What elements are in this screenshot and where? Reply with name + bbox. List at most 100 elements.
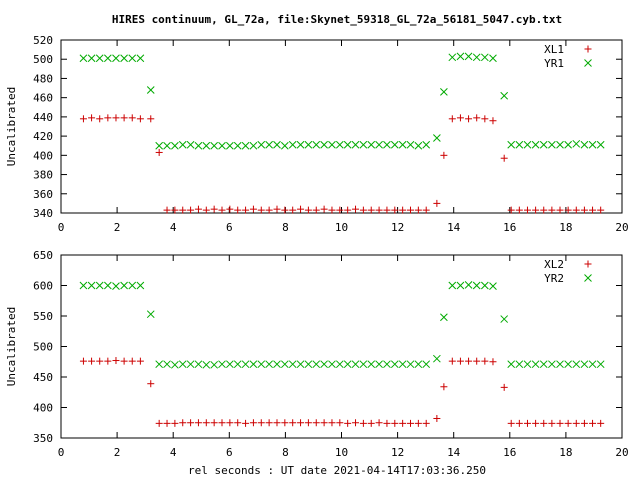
data-point bbox=[163, 141, 171, 150]
data-point bbox=[112, 114, 120, 122]
marker-stroke bbox=[359, 360, 368, 369]
data-point bbox=[280, 141, 289, 150]
data-point bbox=[163, 419, 171, 427]
data-point bbox=[383, 140, 391, 149]
marker-stroke bbox=[103, 54, 112, 63]
y-tick-label: 380 bbox=[33, 169, 53, 182]
data-point bbox=[540, 419, 548, 427]
marker-stroke bbox=[472, 53, 481, 62]
data-point bbox=[367, 140, 376, 149]
data-point bbox=[155, 360, 164, 369]
data-point bbox=[265, 360, 273, 369]
marker-stroke bbox=[343, 360, 352, 369]
data-point bbox=[406, 140, 415, 149]
x-tick-label: 14 bbox=[447, 221, 461, 234]
marker-stroke bbox=[588, 140, 597, 149]
data-point bbox=[473, 114, 481, 122]
data-point bbox=[507, 206, 515, 214]
x-tick-label: 8 bbox=[282, 446, 289, 459]
data-point bbox=[296, 140, 305, 149]
data-point bbox=[88, 357, 96, 365]
data-point bbox=[440, 151, 448, 159]
data-point bbox=[359, 419, 367, 427]
marker-stroke bbox=[588, 360, 597, 369]
marker-stroke bbox=[523, 140, 532, 149]
marker-stroke bbox=[288, 360, 297, 369]
data-point bbox=[500, 154, 508, 162]
data-point bbox=[186, 140, 195, 149]
data-point bbox=[343, 360, 352, 369]
data-point bbox=[344, 206, 352, 214]
x-tick-label: 6 bbox=[226, 221, 233, 234]
data-point bbox=[120, 281, 128, 290]
marker-stroke bbox=[155, 360, 164, 369]
marker-stroke bbox=[87, 54, 96, 63]
data-point bbox=[556, 360, 564, 369]
data-point bbox=[265, 140, 273, 149]
marker-stroke bbox=[128, 281, 137, 290]
data-point bbox=[597, 206, 605, 214]
data-point bbox=[383, 360, 391, 369]
marker-stroke bbox=[328, 360, 336, 369]
data-point bbox=[312, 360, 321, 369]
data-point bbox=[367, 206, 375, 214]
data-point bbox=[572, 206, 580, 214]
marker-stroke bbox=[433, 354, 441, 363]
marker-stroke bbox=[136, 281, 145, 290]
data-point bbox=[210, 141, 219, 150]
legend-label: XL2 bbox=[544, 258, 564, 271]
data-point bbox=[95, 281, 104, 290]
data-point bbox=[336, 419, 344, 427]
marker-stroke bbox=[440, 88, 448, 96]
data-point bbox=[556, 419, 564, 427]
marker-stroke bbox=[146, 310, 155, 319]
x-tick-label: 14 bbox=[447, 446, 461, 459]
data-point bbox=[136, 54, 145, 63]
data-point bbox=[328, 140, 336, 149]
marker-stroke bbox=[335, 140, 344, 149]
data-point bbox=[128, 54, 137, 63]
data-point bbox=[312, 140, 321, 149]
marker-stroke bbox=[596, 140, 605, 149]
data-point bbox=[128, 357, 136, 365]
y-tick-label: 500 bbox=[33, 341, 53, 354]
data-point bbox=[465, 115, 473, 123]
data-point bbox=[398, 140, 407, 149]
data-point bbox=[464, 281, 473, 289]
marker-stroke bbox=[163, 141, 171, 150]
data-point bbox=[465, 357, 473, 365]
series-yr2 bbox=[79, 281, 605, 369]
data-point bbox=[588, 360, 597, 369]
marker-stroke bbox=[564, 140, 572, 149]
x-tick-label: 20 bbox=[615, 221, 628, 234]
marker-stroke bbox=[539, 140, 548, 149]
data-point bbox=[163, 360, 171, 369]
data-point bbox=[179, 419, 187, 427]
data-point bbox=[391, 419, 399, 427]
marker-stroke bbox=[241, 360, 250, 369]
marker-stroke bbox=[556, 140, 564, 149]
marker-stroke bbox=[171, 141, 179, 150]
data-point bbox=[367, 360, 376, 369]
marker-stroke bbox=[194, 141, 203, 150]
marker-stroke bbox=[312, 140, 321, 149]
data-point bbox=[281, 419, 289, 427]
marker-stroke bbox=[383, 360, 391, 369]
data-point bbox=[87, 281, 96, 290]
x-tick-label: 0 bbox=[58, 221, 65, 234]
data-point bbox=[414, 360, 423, 369]
data-point bbox=[336, 206, 344, 214]
y-tick-label: 400 bbox=[33, 149, 53, 162]
marker-stroke bbox=[288, 140, 297, 149]
marker-stroke bbox=[414, 141, 423, 150]
data-point bbox=[88, 114, 96, 122]
marker-stroke bbox=[367, 360, 376, 369]
marker-stroke bbox=[79, 281, 88, 290]
data-point bbox=[433, 354, 441, 363]
y-tick-label: 600 bbox=[33, 280, 53, 293]
data-point bbox=[187, 419, 195, 427]
data-point bbox=[328, 206, 336, 214]
data-point bbox=[564, 419, 572, 427]
plot-frame bbox=[60, 39, 623, 214]
